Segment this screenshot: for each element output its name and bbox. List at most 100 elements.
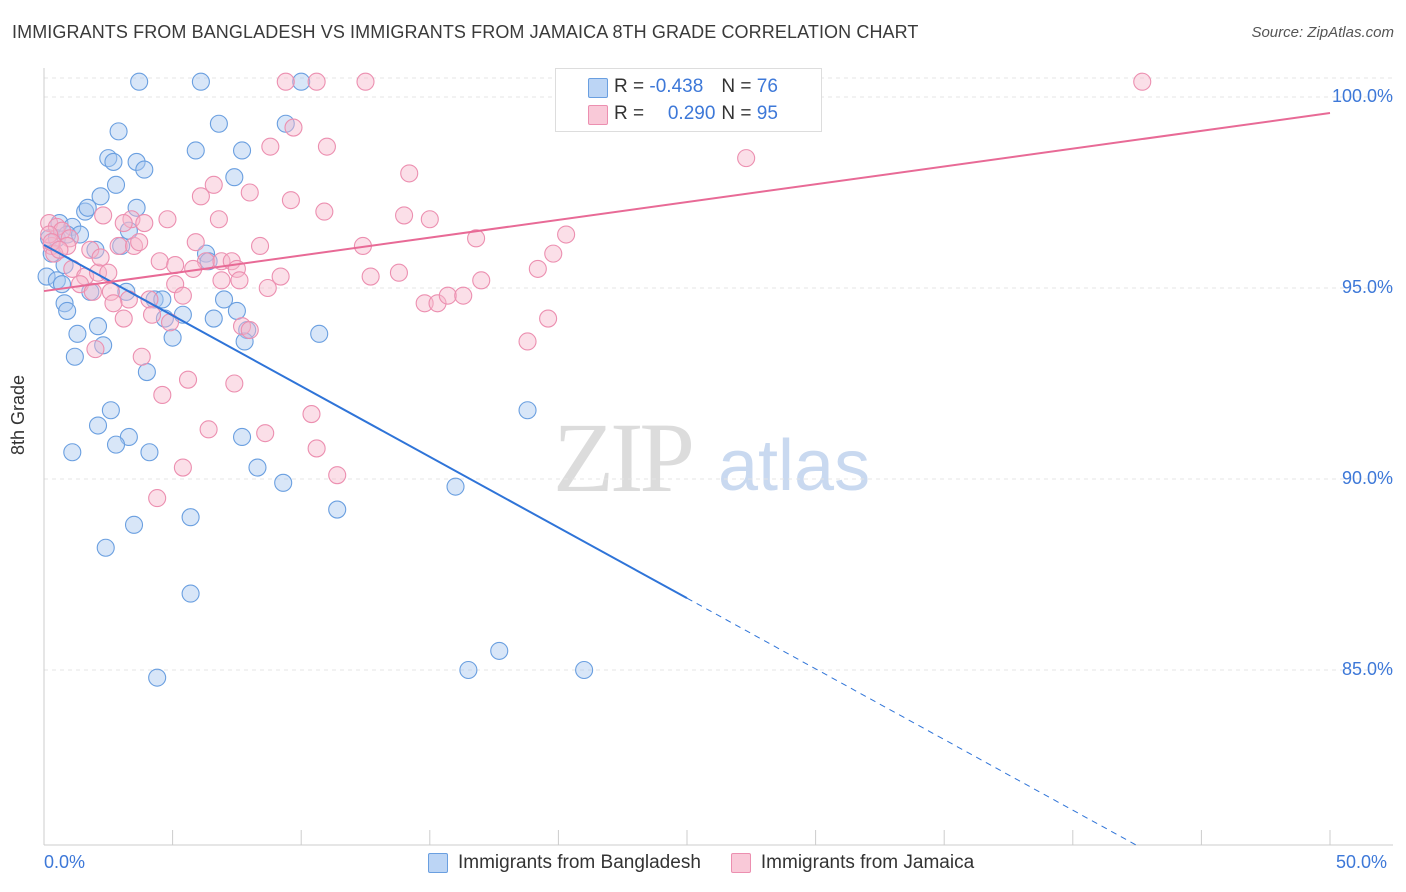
data-point-jamaica [467, 229, 486, 248]
data-point-jamaica [140, 290, 159, 309]
data-point-jamaica [230, 271, 249, 290]
r-value: -0.438 [649, 76, 704, 97]
data-point-bangladesh [163, 328, 182, 347]
data-point-jamaica [328, 466, 347, 485]
data-point-jamaica [166, 256, 185, 275]
y-tick-label: 100.0% [1331, 86, 1393, 106]
data-point-jamaica [109, 236, 128, 256]
data-point-jamaica [114, 309, 133, 328]
x-tick-label-max: 50.0% [1336, 852, 1388, 872]
data-point-jamaica [256, 424, 275, 443]
data-point-jamaica [317, 137, 336, 156]
data-point-jamaica [284, 118, 303, 137]
r-label: R = [614, 76, 645, 97]
data-point-jamaica [186, 233, 205, 252]
data-point-jamaica [50, 240, 69, 259]
data-point-bangladesh [232, 141, 252, 160]
data-point-bangladesh [328, 500, 347, 519]
watermark-zip: ZIP [553, 402, 695, 513]
data-point-bangladesh [88, 416, 108, 435]
legend-item-jamaica[interactable]: Immigrants from Jamaica [730, 852, 975, 874]
source-label: Source: ZipAtlas.com [1251, 24, 1394, 41]
data-point-bangladesh [186, 141, 205, 160]
correlation-legend: R = -0.438 N = 76 R = 0.290 N = 95 [555, 68, 822, 132]
data-point-bangladesh [248, 458, 267, 477]
chart-title: IMMIGRANTS FROM BANGLADESH VS IMMIGRANTS… [12, 22, 919, 42]
data-point-bangladesh [153, 290, 172, 309]
y-axis-label: 8th Grade [8, 374, 28, 455]
n-value: 76 [756, 76, 778, 97]
data-point-jamaica [153, 385, 172, 405]
data-point-jamaica [101, 282, 120, 301]
data-point-bangladesh [274, 473, 293, 492]
data-point-jamaica [173, 286, 192, 305]
data-point-jamaica [212, 271, 231, 290]
data-point-jamaica [204, 175, 223, 194]
data-point-jamaica [737, 149, 756, 168]
data-point-bangladesh [96, 538, 115, 557]
legend-swatch-blue [428, 853, 448, 873]
data-point-jamaica [148, 489, 167, 508]
data-point-bangladesh [65, 347, 84, 366]
data-point-jamaica [86, 340, 105, 359]
data-point-bangladesh [459, 660, 478, 680]
data-point-jamaica [135, 214, 154, 233]
data-point-bangladesh [101, 401, 120, 420]
data-point-jamaica [539, 309, 558, 328]
data-point-jamaica [142, 305, 162, 324]
data-point-bangladesh [127, 152, 146, 171]
data-point-jamaica [415, 294, 434, 313]
data-point-bangladesh [310, 324, 329, 343]
data-point-bangladesh [130, 72, 149, 91]
data-point-jamaica [158, 210, 177, 229]
r-label: R = [614, 103, 645, 124]
data-point-jamaica [99, 263, 118, 282]
data-point-bangladesh [124, 515, 144, 534]
data-point-jamaica [307, 72, 326, 91]
data-point-jamaica [307, 439, 326, 458]
data-point-bangladesh [181, 584, 200, 603]
legend-label: Immigrants from Bangladesh [458, 852, 701, 873]
data-point-bangladesh [91, 187, 110, 206]
data-point-jamaica [258, 278, 277, 298]
data-point-bangladesh [235, 332, 254, 351]
data-point-jamaica [225, 374, 244, 393]
n-label: N = [721, 103, 752, 124]
data-point-jamaica [315, 202, 334, 221]
legend-label: Immigrants from Jamaica [760, 852, 975, 873]
data-point-bangladesh [225, 168, 244, 187]
trend-line-jamaica [43, 112, 1331, 293]
data-point-jamaica [209, 210, 228, 229]
data-point-jamaica [132, 347, 151, 366]
data-point-jamaica [454, 286, 473, 305]
x-tick-label-min: 0.0% [44, 852, 86, 872]
data-point-jamaica [420, 210, 439, 229]
data-point-bangladesh [78, 198, 97, 217]
y-tick-label: 95.0% [1341, 277, 1393, 297]
r-value: 0.290 [667, 103, 716, 124]
data-point-bangladesh [58, 301, 77, 320]
data-point-jamaica [130, 233, 149, 252]
data-point-bangladesh [204, 309, 223, 328]
data-point-jamaica [271, 267, 290, 286]
data-point-jamaica [281, 191, 300, 210]
data-point-bangladesh [109, 122, 128, 141]
y-tick-label: 90.0% [1341, 468, 1393, 488]
data-point-jamaica [114, 214, 133, 233]
data-point-jamaica [178, 370, 198, 389]
trend-line-bangladesh-extension [686, 597, 1138, 846]
data-point-jamaica [361, 267, 380, 286]
data-point-jamaica [428, 294, 447, 313]
data-point-bangladesh [104, 152, 123, 171]
data-point-bangladesh [140, 443, 159, 462]
data-point-jamaica [199, 420, 218, 439]
data-point-bangladesh [490, 641, 509, 660]
data-point-bangladesh [575, 660, 594, 680]
data-point-bangladesh [70, 225, 90, 244]
data-point-bangladesh [214, 290, 234, 309]
legend-item-bangladesh[interactable]: Immigrants from Bangladesh [428, 852, 701, 874]
data-point-jamaica [389, 263, 408, 282]
data-point-bangladesh [127, 198, 146, 217]
n-value: 95 [756, 103, 778, 124]
